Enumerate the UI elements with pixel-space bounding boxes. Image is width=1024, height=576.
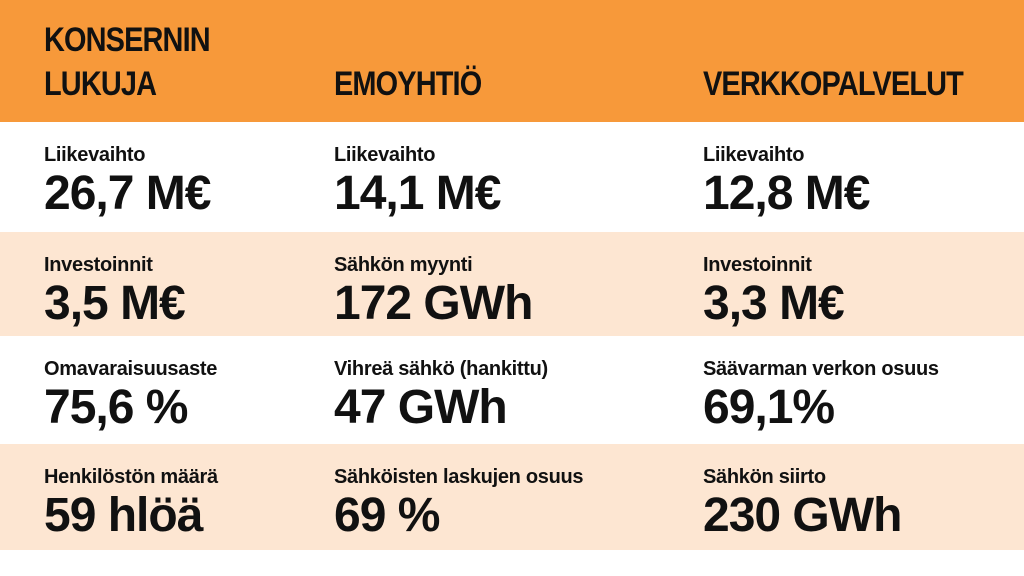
column-title: EMOYHTIÖ	[334, 65, 482, 103]
table-cell: Investoinnit 3,3 M€	[703, 232, 1023, 336]
metric-value: 14,1 M€	[334, 167, 501, 220]
metric-label: Liikevaihto	[44, 144, 146, 166]
column-title: VERKKOPALVELUT	[703, 65, 964, 103]
metric-label: Sähkön siirto	[703, 466, 826, 488]
table-cell: Omavaraisuusaste 75,6 %	[44, 336, 264, 444]
metric-label: Liikevaihto	[703, 144, 805, 166]
metric-label: Säävarman verkon osuus	[703, 358, 939, 380]
metric-label: Investoinnit	[703, 254, 812, 276]
metric-label: Liikevaihto	[334, 144, 436, 166]
table-cell: Liikevaihto 26,7 M€	[44, 122, 264, 232]
header-cell: EMOYHTIÖ	[334, 0, 694, 122]
header-cell: KONSERNIN LUKUJA	[44, 0, 244, 122]
column-title: KONSERNIN LUKUJA	[44, 21, 211, 103]
table-row: Investoinnit 3,5 M€ Sähkön myynti 172 GWh In…	[0, 232, 1024, 336]
table-cell: Henkilöstön määrä 59 hlöä	[44, 444, 264, 550]
header-row: KONSERNIN LUKUJA EMOYHTIÖ VERKKOPALVELUT	[0, 0, 1024, 122]
table-row: Liikevaihto 26,7 M€ Liikevaihto 14,1 M€ Liik…	[0, 122, 1024, 232]
metric-label: Henkilöstön määrä	[44, 466, 218, 488]
table-cell: Sähköisten laskujen osuus 69 %	[334, 444, 694, 550]
metric-value: 12,8 M€	[703, 167, 870, 220]
table-row: Omavaraisuusaste 75,6 % Vihreä sähkö (hank…	[0, 336, 1024, 444]
table-row: Henkilöstön määrä 59 hlöä Sähköisten lasku…	[0, 444, 1024, 550]
metric-value: 59 hlöä	[44, 489, 203, 542]
metric-value: 230 GWh	[703, 489, 902, 542]
table-cell: Liikevaihto 14,1 M€	[334, 122, 694, 232]
table-cell: Sähkön siirto 230 GWh	[703, 444, 1023, 550]
metric-value: 172 GWh	[334, 277, 533, 330]
metric-value: 3,5 M€	[44, 277, 186, 330]
metric-value: 69,1%	[703, 381, 835, 434]
metric-label: Vihreä sähkö (hankittu)	[334, 358, 548, 380]
metric-value: 26,7 M€	[44, 167, 211, 220]
table-cell: Investoinnit 3,5 M€	[44, 232, 264, 336]
metric-label: Omavaraisuusaste	[44, 358, 218, 380]
table-cell: Liikevaihto 12,8 M€	[703, 122, 1023, 232]
metric-label: Sähköisten laskujen osuus	[334, 466, 584, 488]
metric-value: 75,6 %	[44, 381, 188, 434]
metric-value: 3,3 M€	[703, 277, 845, 330]
table-cell: Säävarman verkon osuus 69,1%	[703, 336, 1023, 444]
metric-value: 69 %	[334, 489, 440, 542]
metric-label: Sähkön myynti	[334, 254, 473, 276]
metric-label: Investoinnit	[44, 254, 153, 276]
header-cell: VERKKOPALVELUT	[703, 0, 1023, 122]
table-cell: Vihreä sähkö (hankittu) 47 GWh	[334, 336, 694, 444]
table-cell: Sähkön myynti 172 GWh	[334, 232, 694, 336]
metric-value: 47 GWh	[334, 381, 508, 434]
